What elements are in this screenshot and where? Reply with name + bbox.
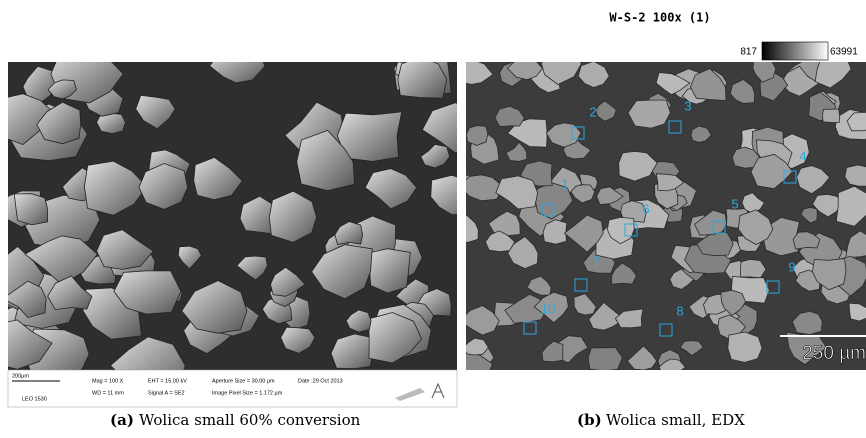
info-mag: Mag = 100 X (92, 378, 124, 384)
marker-label: 3 (684, 98, 691, 113)
range-max: 63991 (830, 47, 858, 58)
caption-b: Wolica small, EDX (606, 411, 745, 429)
figure: 200µm LEO 1530 Mag = 100 X WD = 11 mm EH… (0, 0, 866, 433)
particle (628, 100, 670, 128)
marker-label: 8 (676, 303, 683, 318)
info-eht: EHT = 15.00 kV (148, 378, 187, 384)
info-bar (8, 370, 457, 407)
marker-label: 6 (642, 201, 649, 216)
marker-label: 5 (731, 196, 738, 211)
marker-label: 9 (788, 259, 795, 274)
marker-label: 4 (799, 148, 806, 163)
caption-a: Wolica small 60% conversion (139, 411, 361, 429)
info-signal: Signal A = SE2 (148, 390, 185, 396)
marker-label: 1 (561, 176, 568, 191)
particle (97, 113, 126, 133)
particle (728, 332, 762, 362)
info-wd: WD = 11 mm (92, 390, 124, 396)
marker-label: 10 (541, 301, 555, 316)
edx-title: W-S-2 100x (1) (609, 11, 710, 25)
scale-label-b: 250 µm (802, 343, 866, 364)
range-min: 817 (740, 47, 757, 58)
info-aperture: Aperture Size = 30.00 µm (212, 378, 275, 384)
particle (366, 249, 410, 293)
marker-label: 2 (589, 104, 596, 119)
particle (331, 334, 373, 369)
colorbar (762, 42, 828, 60)
particle (588, 348, 622, 371)
info-instrument: LEO 1530 (22, 396, 47, 402)
caption-label-b: (b) (577, 411, 602, 429)
info-date: Date :29 Oct 2013 (298, 378, 343, 384)
particle (14, 194, 47, 225)
marker-label: 7 (592, 253, 599, 268)
info-pixel: Image Pixel Size = 1.172 µm (212, 390, 283, 396)
particle (849, 303, 866, 321)
info-scale: 200µm (12, 373, 29, 379)
particle (822, 109, 839, 123)
particle (466, 126, 487, 146)
caption-label-a: (a) (110, 411, 134, 429)
